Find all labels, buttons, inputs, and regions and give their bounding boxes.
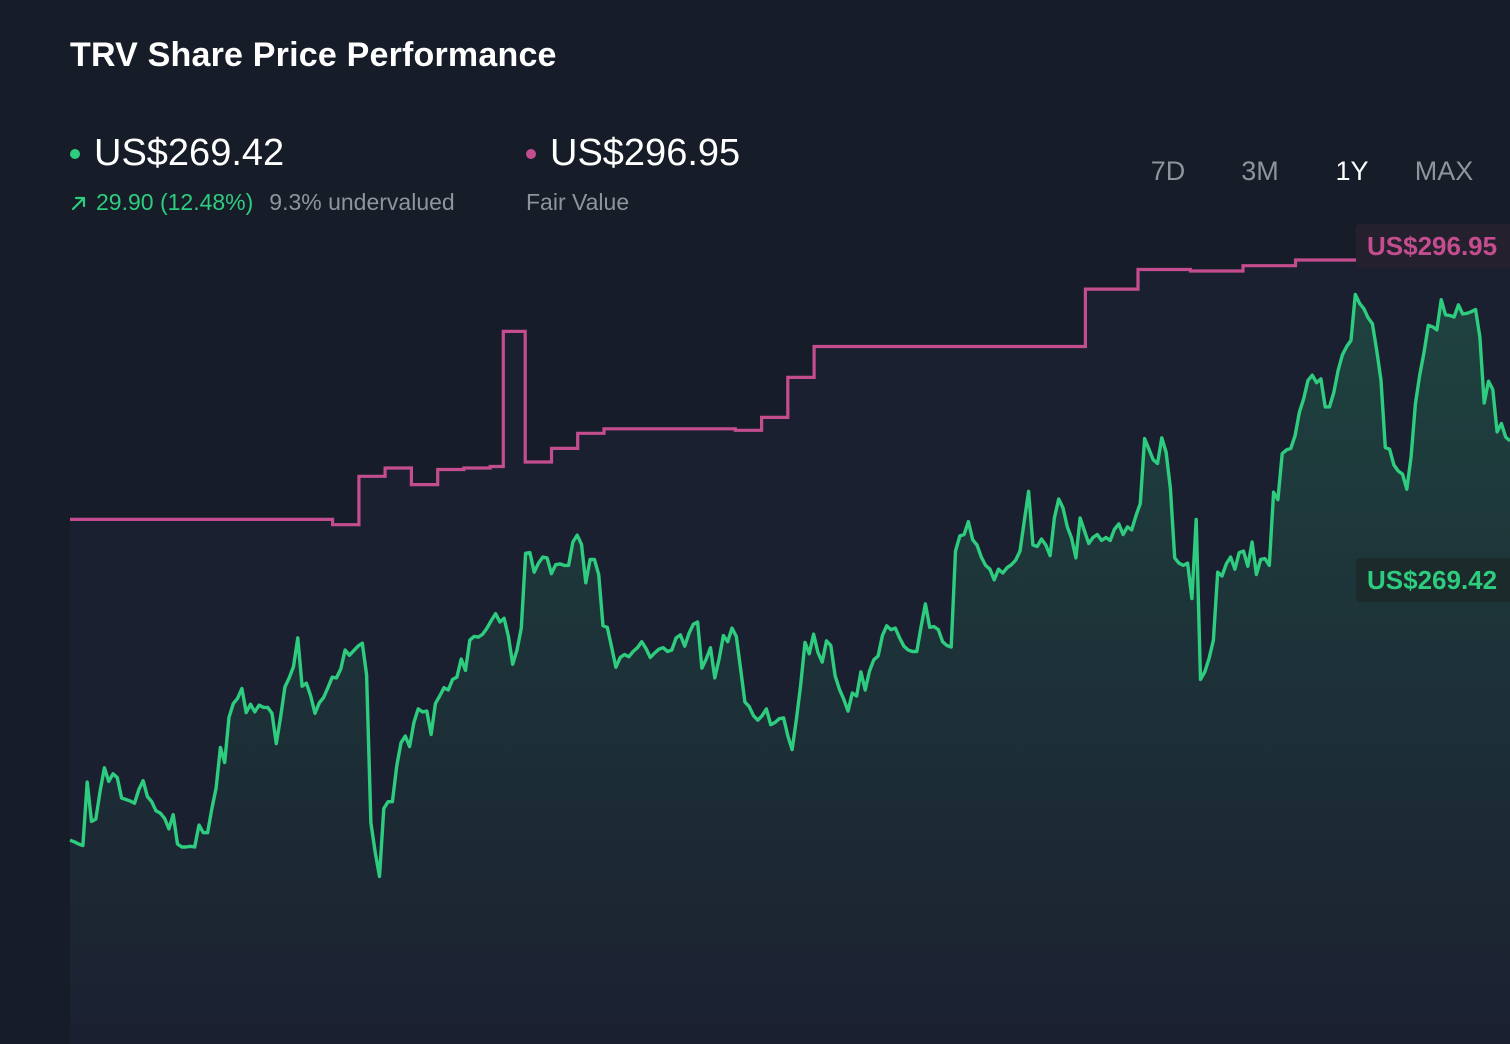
price-end-label-bg — [1356, 558, 1510, 602]
range-tabs: 7D 3M 1Y MAX — [1122, 156, 1490, 187]
current-price-stat: US$269.42 29.90 (12.48%) 9.3% undervalue… — [70, 132, 455, 216]
tab-3m[interactable]: 3M — [1241, 156, 1279, 186]
fair-value-price: US$296.95 — [550, 132, 741, 174]
price-line — [69, 292, 1510, 879]
price-legend-dot — [70, 148, 80, 159]
fair-value-end-label-bg — [1356, 224, 1510, 269]
fair-value-caption: Fair Value — [526, 189, 630, 215]
fair-value-line — [70, 258, 1510, 527]
fair-value-legend-dot — [526, 148, 536, 159]
price-end-label: US$269.42 — [1356, 558, 1510, 602]
price-end-label-text: US$269.42 — [1367, 565, 1497, 595]
tab-1y[interactable]: 1Y — [1335, 156, 1369, 186]
price-change: 29.90 (12.48%) — [70, 189, 253, 216]
fair-value-end-label: US$296.95 — [1356, 224, 1510, 269]
tab-7d[interactable]: 7D — [1150, 156, 1186, 186]
price-change-value: 29.90 (12.48%) — [96, 189, 254, 215]
fair-value-row: US$296.95 — [526, 132, 740, 175]
arrow-up-right-icon — [71, 196, 86, 210]
page-title: TRV Share Price Performance — [70, 36, 557, 74]
valuation-status: 9.3% undervalued — [269, 189, 455, 215]
current-price-value: US$269.42 — [94, 132, 285, 174]
fair-value-end-label-text: US$296.95 — [1367, 231, 1497, 261]
current-price-row: US$269.42 — [70, 132, 455, 175]
tab-max[interactable]: MAX — [1414, 156, 1474, 186]
price-area — [70, 294, 1510, 1044]
price-change-row: 29.90 (12.48%) 9.3% undervalued — [70, 189, 455, 216]
fair-value-stat: US$296.95 Fair Value — [526, 132, 740, 216]
